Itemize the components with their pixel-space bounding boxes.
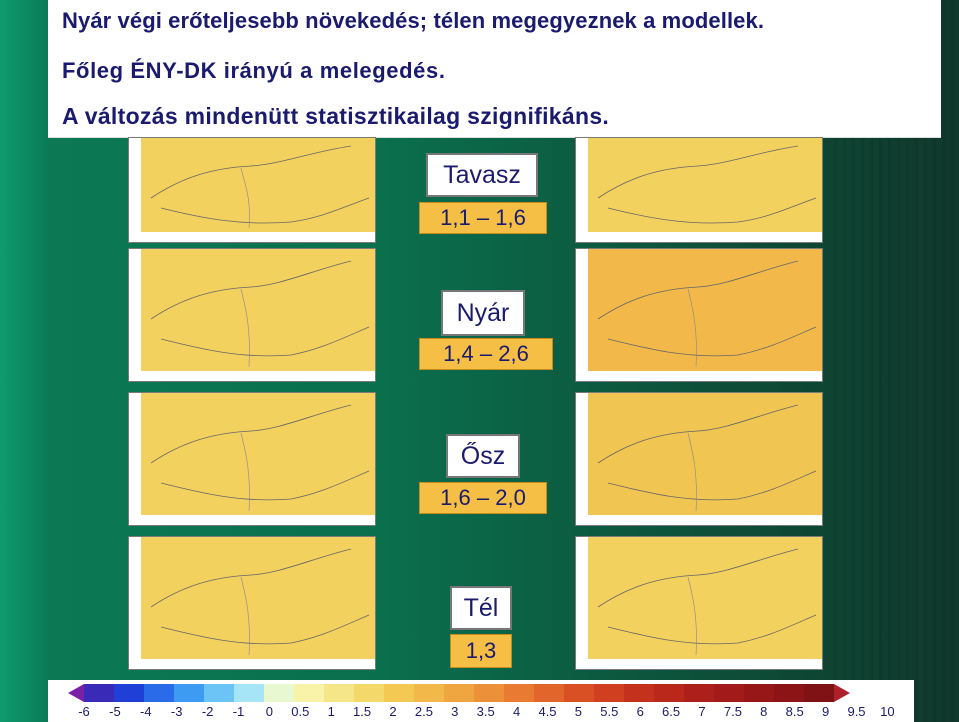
- colorbar-tick-label: 2.5: [414, 704, 433, 719]
- season-range-winter: 1,3: [450, 634, 512, 668]
- season-label-spring: Tavasz: [426, 153, 538, 197]
- colorbar-tick-label: -2: [201, 704, 214, 719]
- colorbar-tick-label: 0.5: [291, 704, 310, 719]
- colorbar-swatch: [684, 684, 714, 702]
- colorbar-swatch: [234, 684, 264, 702]
- season-range-spring: 1,1 – 1,6: [419, 202, 547, 234]
- season-label-winter: Tél: [450, 586, 512, 630]
- colorbar-tick-label: -3: [170, 704, 183, 719]
- map-left-spring: [128, 137, 376, 243]
- colorbar-tick-label: 0: [265, 704, 274, 719]
- colorbar-swatches: [68, 684, 850, 702]
- colorbar-tick-label: 8: [760, 704, 768, 719]
- colorbar-swatch: [324, 684, 354, 702]
- colorbar-tick-label: 9.5: [847, 704, 866, 719]
- colorbar-swatch: [294, 684, 324, 702]
- map-left-winter: [128, 536, 376, 670]
- colorbar-swatch: [84, 684, 114, 702]
- hungary-border-icon: [597, 548, 817, 656]
- colorbar-swatch: [204, 684, 234, 702]
- colorbar-swatch: [774, 684, 804, 702]
- colorbar-swatch: [714, 684, 744, 702]
- colorbar-left-arrow: [68, 684, 84, 702]
- hungary-border-icon: [597, 260, 817, 368]
- colorbar-tick-label: 7: [698, 704, 706, 719]
- colorbar-tick-label: 1: [327, 704, 335, 719]
- colorbar-tick-label: 6: [636, 704, 644, 719]
- hungary-border-icon: [150, 548, 370, 656]
- colorbar-tick-label: 8.5: [785, 704, 804, 719]
- map-right-summer: [575, 248, 823, 382]
- map-right-spring: [575, 137, 823, 243]
- colorbar-tick-label: 9: [821, 704, 830, 719]
- map-left-summer: [128, 248, 376, 382]
- colorbar-swatch: [264, 684, 294, 702]
- colorbar-swatch: [654, 684, 684, 702]
- colorbar-tick-label: 3: [451, 704, 459, 719]
- colorbar-tick-label: -6: [78, 704, 90, 719]
- colorbar-swatch: [444, 684, 474, 702]
- colorbar-tick-label: 1.5: [353, 704, 372, 719]
- season-label-summer: Nyár: [441, 290, 525, 336]
- map-left-autumn: [128, 392, 376, 526]
- map-right-winter: [575, 536, 823, 670]
- season-range-summer: 1,4 – 2,6: [419, 338, 553, 370]
- colorbar-tick-label: 2: [389, 704, 397, 719]
- colorbar-tick-label: 5: [574, 704, 583, 719]
- colorbar-tick-label: 4.5: [538, 704, 557, 719]
- colorbar-tick-label: 10: [880, 704, 895, 719]
- title-line-3: A változás mindenütt statisztikailag szi…: [62, 103, 610, 129]
- colorbar-swatch: [594, 684, 624, 702]
- season-range-autumn: 1,6 – 2,0: [419, 482, 547, 514]
- colorbar: -6 -5 -4 -3 -2 -1 0 0.5 1 1.5 2 2.5 3 3.5 4 4.5 5 5.5 6 6.5…: [48, 680, 914, 722]
- hungary-border-icon: [597, 404, 817, 512]
- colorbar-tick-label: 4: [512, 704, 521, 719]
- colorbar-tick-label: 6.5: [662, 704, 681, 719]
- colorbar-swatch: [114, 684, 144, 702]
- colorbar-swatch: [534, 684, 564, 702]
- colorbar-right-arrow: [834, 684, 850, 702]
- background-left-strip: [0, 0, 48, 722]
- title-box: Nyár végi erőteljesebb növekedés; télen …: [48, 0, 941, 138]
- colorbar-swatch: [744, 684, 774, 702]
- title-line-2: Főleg ÉNY-DK irányú a melegedés.: [62, 58, 446, 83]
- colorbar-swatch: [474, 684, 504, 702]
- hungary-border-icon: [150, 404, 370, 512]
- colorbar-swatch: [504, 684, 534, 702]
- colorbar-labels: -6 -5 -4 -3 -2 -1 0 0.5 1 1.5 2 2.5 3 3.5 4 4.5 5 5.5 6 6.5…: [48, 704, 914, 720]
- hungary-border-icon: [597, 145, 817, 224]
- colorbar-swatch: [384, 684, 414, 702]
- colorbar-tick-label: 5.5: [600, 704, 619, 719]
- colorbar-swatch: [564, 684, 594, 702]
- colorbar-swatch: [354, 684, 384, 702]
- season-label-autumn: Ősz: [446, 434, 520, 478]
- title-line-1: Nyár végi erőteljesebb növekedés; télen …: [62, 8, 765, 33]
- colorbar-tick-label: -5: [109, 704, 121, 719]
- colorbar-tick-label: 7.5: [723, 704, 742, 719]
- hungary-border-icon: [150, 260, 370, 368]
- colorbar-swatch: [804, 684, 834, 702]
- colorbar-tick-label: 3.5: [476, 704, 495, 719]
- colorbar-tick-label: -1: [232, 704, 245, 719]
- hungary-border-icon: [150, 145, 370, 229]
- colorbar-swatch: [414, 684, 444, 702]
- colorbar-swatch: [144, 684, 174, 702]
- map-right-autumn: [575, 392, 823, 526]
- colorbar-tick-label: -4: [140, 704, 152, 719]
- colorbar-swatch: [624, 684, 654, 702]
- colorbar-swatch: [174, 684, 204, 702]
